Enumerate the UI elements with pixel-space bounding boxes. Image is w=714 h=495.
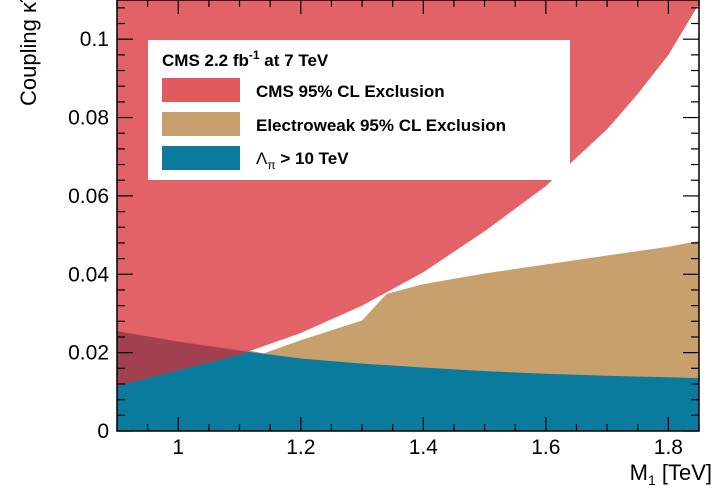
y-tick-label: 0.06 — [68, 185, 109, 208]
plot-frame — [116, 0, 700, 432]
y-axis-title: Coupling κ̃ — [16, 0, 41, 106]
legend: CMS 2.2 fb-1 at 7 TeV CMS 95% CL Exclusi… — [148, 40, 570, 180]
x-axis-title: M1 [TeV] — [630, 460, 712, 488]
y-tick-label: 0.02 — [68, 342, 109, 365]
x-tick-label: 1.2 — [286, 436, 315, 459]
legend-label-electroweak: Electroweak 95% CL Exclusion — [256, 116, 506, 135]
x-tick-label: 1.6 — [531, 436, 560, 459]
legend-swatch-lambda — [162, 146, 240, 170]
x-tick-label: 1.8 — [654, 436, 683, 459]
x-tick-label: 1 — [172, 436, 184, 459]
axis-ticks — [116, 0, 700, 432]
x-tick-label: 1.4 — [409, 436, 439, 459]
y-tick-label: 0.04 — [68, 263, 109, 286]
area-overlap — [117, 331, 249, 386]
legend-label-lambda: Λπ > 10 TeV — [256, 149, 349, 172]
legend-swatch-electroweak — [162, 112, 240, 136]
legend-label-cms: CMS 95% CL Exclusion — [256, 82, 445, 101]
y-tick-label: 0.1 — [80, 28, 109, 51]
legend-title: CMS 2.2 fb-1 at 7 TeV — [162, 48, 329, 70]
axis-tick-labels: 1 1.2 1.4 1.6 1.8 0 0.02 0.04 0.06 0.08 0.1 — [68, 28, 683, 459]
y-tick-label: 0 — [97, 420, 109, 443]
area-lambda-pi — [117, 331, 699, 431]
legend-swatch-cms — [162, 78, 240, 102]
y-tick-label: 0.08 — [68, 107, 109, 130]
